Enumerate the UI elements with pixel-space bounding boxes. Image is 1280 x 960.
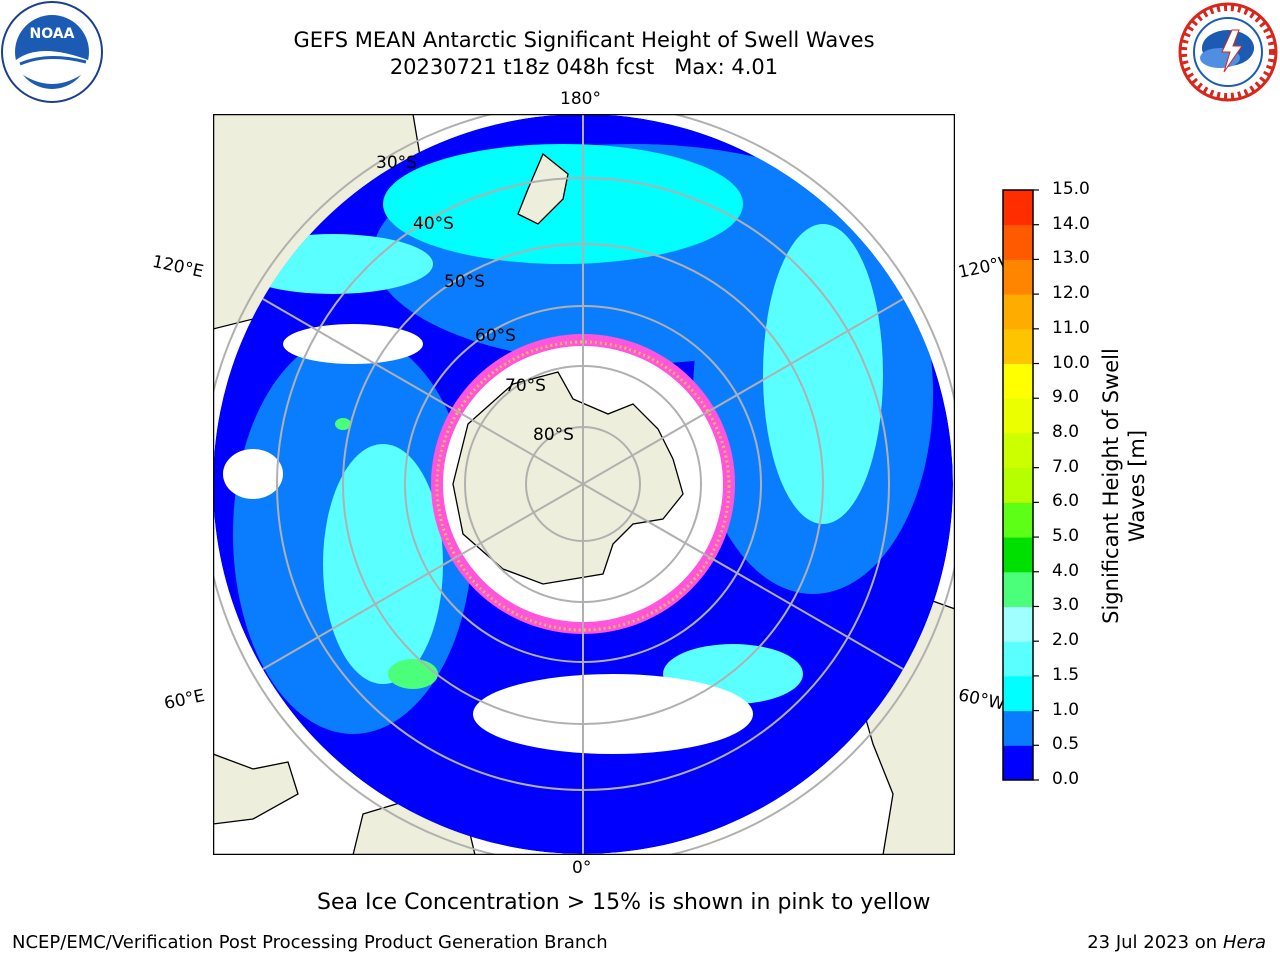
lon-label-0: 0°: [572, 858, 592, 878]
colorbar-tick-label: 3.0: [1052, 595, 1080, 616]
title-line-2: 20230721 t18z 048h fcst Max: 4.01: [389, 55, 779, 79]
footer-credit: NCEP/EMC/Verification Post Processing Pr…: [12, 932, 608, 953]
lat-label-80s: 80°S: [533, 425, 574, 445]
colorbar-segment: [1003, 745, 1033, 781]
title-line-1: GEFS MEAN Antarctic Significant Height o…: [293, 28, 875, 52]
colorbar-tick-label: 7.0: [1052, 456, 1080, 477]
colorbar-segment: [1003, 675, 1033, 712]
colorbar-tick-label: 1.0: [1052, 699, 1080, 720]
colorbar-tick-label: 0.5: [1052, 734, 1080, 755]
colorbar: [1002, 189, 1039, 781]
colorbar-tick-label: 1.5: [1052, 664, 1080, 685]
noaa-logo-text: NOAA: [30, 26, 75, 42]
colorbar-segment: [1003, 363, 1033, 399]
colorbar-segment: [1003, 710, 1033, 746]
noaa-logo: NOAA: [1, 1, 103, 103]
colorbar-segment: [1003, 502, 1033, 538]
colorbar-segment: [1003, 398, 1033, 434]
footer-date: 23 Jul 2023 on Hera: [1087, 932, 1266, 953]
lon-label-60w: 60°W: [956, 685, 1007, 715]
colorbar-segment: [1003, 190, 1033, 226]
lat-label-30s: 30°S: [376, 153, 417, 173]
colorbar-segment: [1003, 294, 1033, 330]
colorbar-tick-label: 2.0: [1052, 630, 1080, 651]
colorbar-segment: [1003, 467, 1033, 503]
colorbar-tick-label: 0.0: [1052, 769, 1080, 789]
colorbar-tick-label: 9.0: [1052, 387, 1080, 408]
colorbar-segment: [1003, 571, 1033, 607]
colorbar-tick-label: 4.0: [1052, 560, 1080, 581]
lon-label-60e: 60°E: [162, 685, 207, 715]
colorbar-tick-label: 5.0: [1052, 526, 1080, 547]
colorbar-tick-label: 12.0: [1052, 283, 1090, 304]
colorbar-label-line-1: Significant Height of Swell: [1099, 348, 1123, 624]
colorbar-tick-label: 6.0: [1052, 491, 1080, 512]
footer-date-text: 23 Jul 2023 on: [1087, 932, 1223, 953]
lat-label-60s: 60°S: [475, 326, 516, 346]
sea-ice-caption: Sea Ice Concentration > 15% is shown in …: [317, 890, 931, 915]
lat-label-50s: 50°S: [444, 272, 485, 292]
colorbar-tick-label: 13.0: [1052, 248, 1090, 269]
polar-map: [213, 114, 955, 855]
colorbar-tick-label: 15.0: [1052, 179, 1090, 199]
colorbar-segment: [1003, 224, 1033, 260]
lon-label-120e: 120°E: [150, 251, 206, 283]
colorbar-tick-label: 14.0: [1052, 213, 1090, 234]
footer-host: Hera: [1222, 932, 1266, 953]
colorbar-border: [1002, 189, 1034, 781]
colorbar-tick-label: 8.0: [1052, 421, 1080, 442]
colorbar-segment: [1003, 432, 1033, 469]
colorbar-segment: [1003, 606, 1033, 642]
colorbar-segment: [1003, 328, 1033, 365]
graticule: [213, 114, 955, 855]
lat-label-70s: 70°S: [505, 376, 546, 396]
colorbar-label: Significant Height of Swell Waves [m]: [1098, 206, 1150, 766]
colorbar-label-line-2: Waves [m]: [1125, 429, 1149, 543]
colorbar-segment: [1003, 641, 1033, 677]
lat-label-40s: 40°S: [413, 214, 454, 234]
colorbar-tick-label: 11.0: [1052, 317, 1090, 338]
colorbar-tick-label: 10.0: [1052, 352, 1090, 373]
colorbar-segment: [1003, 537, 1033, 573]
lon-label-180: 180°: [560, 89, 601, 109]
colorbar-segment: [1003, 259, 1033, 295]
nws-logo: [1178, 2, 1278, 102]
